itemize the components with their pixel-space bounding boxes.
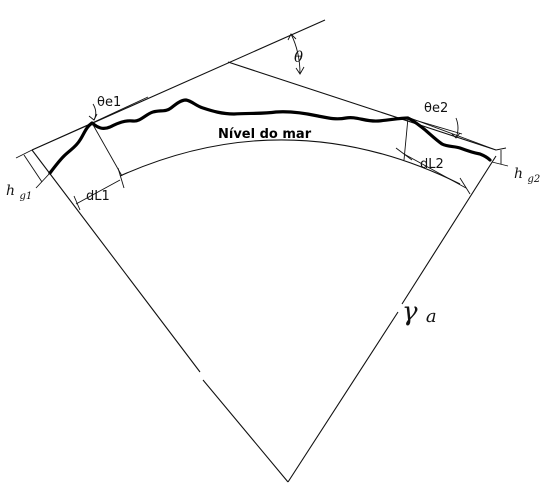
h-g2-base: h <box>514 166 523 182</box>
d-l2-end-tick <box>459 177 471 195</box>
h-g2-sub: g2 <box>527 174 540 185</box>
left-horizontal-ref <box>91 96 149 124</box>
theta-arc <box>290 33 301 75</box>
left-radius-line <box>31 149 289 483</box>
theta-e2-label: θe2 <box>424 101 448 116</box>
gamma-sub: a <box>426 306 437 327</box>
left-ray-to-obstacle <box>31 122 93 151</box>
d-l1-dimension <box>73 122 125 211</box>
theta-e2-arrow <box>451 132 461 139</box>
h-g2-label: h g2 <box>514 166 540 185</box>
sea-level-arc <box>119 139 461 185</box>
h-g1-label: h g1 <box>6 183 32 202</box>
d-l1-extension <box>91 122 123 177</box>
h-g2-tick-top <box>495 147 507 151</box>
h-g1-base: h <box>6 183 15 199</box>
gamma-base: γ <box>402 297 418 327</box>
terrain-profile <box>48 98 492 175</box>
h-g2-tick-bottom <box>491 161 509 167</box>
h-g1-line <box>23 154 43 183</box>
theta-arrow-bottom <box>295 66 305 75</box>
d-l2-extension <box>403 117 409 161</box>
right-ray-to-obstacle <box>409 117 497 151</box>
h-g1-dimension <box>15 149 51 189</box>
right-horizon-ray <box>227 61 497 151</box>
d-l1-end-tick <box>117 167 125 189</box>
d-l1-label: dL1 <box>86 189 110 204</box>
theta-e2-arc <box>455 117 459 139</box>
angle-markers <box>88 33 461 139</box>
h-g1-sub: g1 <box>19 191 32 202</box>
d-l1-arrow-line <box>75 179 121 205</box>
theta-arrow-top <box>287 33 297 41</box>
d-l2-label: dL2 <box>420 157 444 172</box>
h-g2-dimension <box>491 147 509 167</box>
h-g1-tick-left <box>15 149 33 159</box>
right-radius-line <box>287 155 497 483</box>
d-l1-start-tick <box>73 195 81 211</box>
gamma-a-label: γ a <box>402 297 437 327</box>
earth-radii <box>31 149 497 483</box>
theta-e1-arrow <box>88 113 98 121</box>
d-l2-arrow-line <box>403 153 467 189</box>
sea-level-label: Nível do mar <box>218 127 312 142</box>
d-l2-dimension <box>395 117 471 195</box>
h-g1-tick-right <box>35 172 51 189</box>
rays <box>31 19 497 151</box>
right-horizontal-ref <box>407 117 463 135</box>
theta-e1-label: θe1 <box>97 95 121 110</box>
theta-label: θ <box>294 48 303 66</box>
